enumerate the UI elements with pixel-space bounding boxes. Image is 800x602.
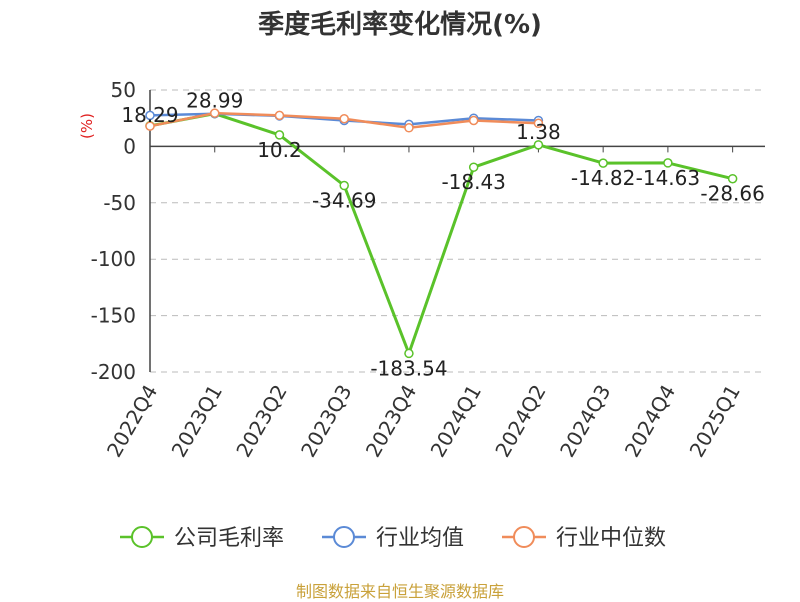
data-label: 28.99	[186, 89, 243, 113]
data-point	[727, 173, 738, 184]
data-label: 18.29	[121, 103, 178, 127]
x-tick-label: 2023Q2	[231, 381, 291, 462]
data-label: -183.54	[370, 356, 447, 380]
y-tick-label: -150	[91, 304, 136, 328]
data-point	[598, 158, 608, 168]
x-tick-label: 2023Q4	[361, 381, 421, 462]
data-labels: 18.29 28.99 10.2 -34.69 -183.54 -18.43 1.38 -14…	[121, 89, 765, 381]
x-tick-label: 2025Q1	[684, 381, 744, 462]
series-line	[149, 112, 733, 355]
x-tick-label: 2023Q1	[167, 381, 227, 462]
data-point	[404, 348, 414, 359]
y-tick-label: -100	[91, 247, 136, 271]
legend-label: 行业均值	[376, 526, 464, 551]
data-point	[209, 108, 220, 118]
data-label: -18.43	[441, 170, 505, 194]
x-tick-label: 2024Q2	[490, 381, 550, 462]
data-point	[274, 110, 285, 121]
legend-marker	[513, 526, 535, 548]
series-lines	[145, 108, 738, 359]
grid-lines	[150, 89, 765, 373]
data-label: -14.63	[636, 166, 700, 190]
data-point	[663, 158, 673, 168]
chart-title: 季度毛利率变化情况(%)	[258, 10, 542, 40]
x-tick-label: 2024Q1	[426, 381, 486, 462]
data-point	[339, 180, 349, 191]
legend-label: 行业中位数	[556, 526, 666, 551]
data-point	[533, 140, 544, 150]
data-label: 10.2	[257, 138, 302, 162]
legend: 公司毛利率 行业均值 行业中位数	[120, 526, 666, 551]
data-point	[274, 130, 285, 140]
data-label: -34.69	[312, 189, 376, 213]
data-point	[404, 123, 414, 133]
y-tick-label: 50	[111, 78, 136, 102]
data-point	[339, 114, 349, 124]
data-label: -14.82	[571, 166, 635, 190]
y-axis-label: (%)	[78, 113, 96, 139]
y-tick-label: -200	[91, 360, 136, 384]
x-tick-label: 2024Q4	[620, 381, 680, 462]
legend-label: 公司毛利率	[174, 526, 284, 551]
data-point	[468, 162, 479, 172]
data-label: 1.38	[516, 120, 561, 144]
data-point	[533, 118, 544, 129]
data-label: -28.66	[700, 182, 764, 206]
axes: 500-50-100-150-200(%)2022Q4 2023Q1 2023Q2 2…	[78, 78, 765, 461]
y-tick-label: -50	[103, 191, 136, 215]
x-tick-label: 2023Q3	[296, 381, 356, 462]
x-tick-label: 2022Q4	[102, 381, 162, 462]
x-tick-label: 2024Q3	[555, 381, 615, 462]
data-point	[468, 115, 479, 126]
legend-marker	[131, 526, 153, 548]
y-tick-label: 0	[123, 134, 136, 158]
data-point	[145, 121, 155, 131]
data-point	[145, 110, 155, 121]
legend-marker	[333, 526, 355, 548]
source-note: 制图数据来自恒生聚源数据库	[295, 582, 504, 601]
